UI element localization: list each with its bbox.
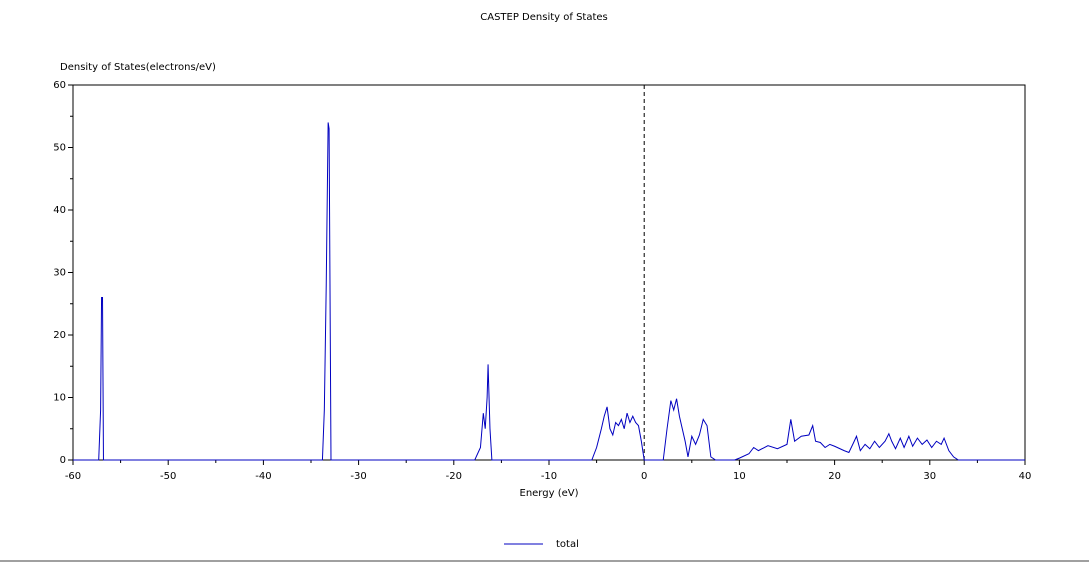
y-tick-label: 20 [53,330,66,341]
y-tick-label: 40 [53,205,66,216]
series-line [73,122,1025,461]
x-tick-label: -10 [541,471,557,482]
x-tick-label: 40 [1019,471,1032,482]
y-tick-label: 10 [53,393,66,404]
legend-label: total [556,539,579,550]
x-axis-label: Energy (eV) [520,488,579,499]
y-tick-label: 30 [53,268,66,279]
x-tick-label: 0 [641,471,647,482]
x-tick-label: -60 [65,471,81,482]
x-tick-label: -50 [160,471,176,482]
x-tick-label: -30 [350,471,366,482]
x-tick-label: 20 [828,471,841,482]
chart-title: CASTEP Density of States [480,12,608,23]
x-tick-label: 30 [923,471,936,482]
x-tick-label: -40 [255,471,271,482]
x-tick-label: -20 [446,471,462,482]
x-tick-label: 10 [733,471,746,482]
y-tick-label: 60 [53,80,66,91]
y-axis-label: Density of States(electrons/eV) [60,62,216,73]
y-tick-label: 50 [53,143,66,154]
y-tick-label: 0 [60,455,66,466]
plot-frame [72,84,1026,461]
